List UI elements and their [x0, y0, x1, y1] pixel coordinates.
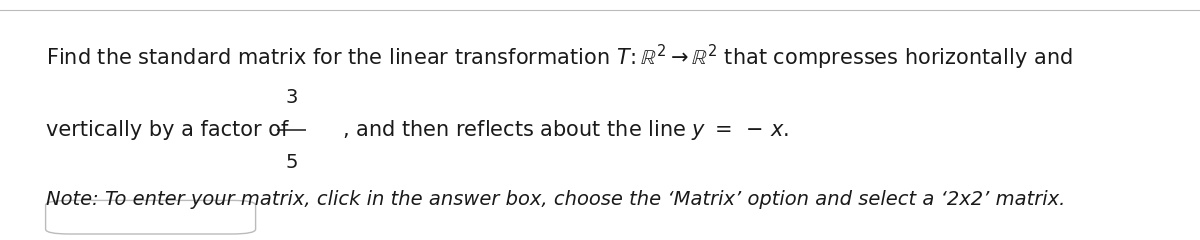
Text: Note: To enter your matrix, click in the answer box, choose the ‘Matrix’ option : Note: To enter your matrix, click in the… — [46, 190, 1064, 209]
FancyBboxPatch shape — [46, 200, 256, 234]
Text: vertically by a factor of: vertically by a factor of — [46, 120, 292, 140]
Text: Find the standard matrix for the linear transformation $T\!:\mathbb{R}^2 \righta: Find the standard matrix for the linear … — [46, 43, 1073, 72]
Text: , and then reflects about the line $y\;=\;-\,x$.: , and then reflects about the line $y\;=… — [342, 118, 788, 142]
Text: 3: 3 — [286, 88, 298, 107]
Text: 5: 5 — [286, 152, 298, 172]
